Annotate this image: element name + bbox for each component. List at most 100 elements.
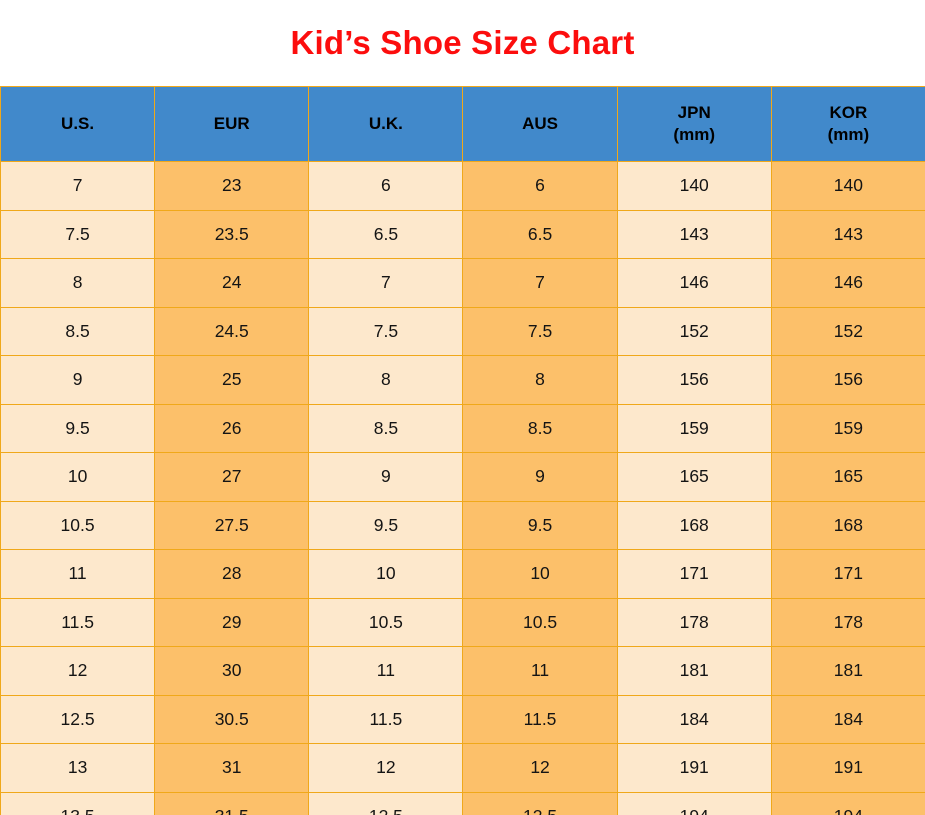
table-row: 9 25 8 8 156 156 — [0, 355, 925, 405]
table-row: 10.5 27.5 9.5 9.5 168 168 — [0, 500, 925, 550]
table-cell: 10.5 — [462, 597, 618, 647]
table-cell: 143 — [616, 209, 772, 259]
table-row: 11 28 10 10 171 171 — [0, 549, 925, 599]
table-cell: 8 — [462, 355, 618, 405]
table-row: 11.5 29 10.5 10.5 178 178 — [0, 597, 925, 647]
table-cell: 181 — [770, 646, 925, 696]
table-cell: 194 — [616, 791, 772, 815]
column-header-label: AUS — [522, 113, 558, 133]
table-cell: 24.5 — [154, 306, 310, 356]
table-cell: 194 — [770, 791, 925, 815]
table-cell: 11.5 — [0, 597, 156, 647]
table-cell: 7.5 — [0, 209, 156, 259]
column-header-label: EUR — [213, 113, 250, 133]
table-cell: 25 — [154, 355, 310, 405]
table-row: 7.5 23.5 6.5 6.5 143 143 — [0, 209, 925, 259]
table-cell: 171 — [770, 549, 925, 599]
table-cell: 10 — [308, 549, 464, 599]
table-cell: 6.5 — [308, 209, 464, 259]
table-cell: 6 — [308, 161, 464, 211]
table-cell: 8 — [0, 258, 156, 308]
table-row: 13 31 12 12 191 191 — [0, 743, 925, 793]
table-cell: 12.5 — [308, 791, 464, 815]
table-cell: 8.5 — [462, 403, 618, 453]
table-cell: 11 — [462, 646, 618, 696]
column-header-kor: KOR (mm) — [770, 86, 925, 162]
table-cell: 156 — [616, 355, 772, 405]
column-header-eur: EUR — [154, 86, 310, 162]
table-cell: 12 — [308, 743, 464, 793]
table-cell: 13.5 — [0, 791, 156, 815]
table-cell: 31.5 — [154, 791, 310, 815]
table-cell: 27 — [154, 452, 310, 502]
table-header: U.S. EUR U.K. AUS JPN (mm) KOR (mm) — [0, 86, 925, 162]
table-cell: 165 — [770, 452, 925, 502]
table-cell: 152 — [770, 306, 925, 356]
table-cell: 7.5 — [308, 306, 464, 356]
table-cell: 184 — [616, 694, 772, 744]
table-cell: 23 — [154, 161, 310, 211]
table-cell: 9 — [462, 452, 618, 502]
table-cell: 11 — [308, 646, 464, 696]
column-header-label: KOR — [829, 102, 868, 122]
column-header-label: U.S. — [61, 113, 95, 133]
table-cell: 178 — [770, 597, 925, 647]
table-cell: 30 — [154, 646, 310, 696]
table-cell: 11.5 — [308, 694, 464, 744]
table-cell: 168 — [770, 500, 925, 550]
table-cell: 143 — [770, 209, 925, 259]
table-cell: 11.5 — [462, 694, 618, 744]
table-cell: 9.5 — [462, 500, 618, 550]
shoe-size-table: U.S. EUR U.K. AUS JPN (mm) KOR (mm) 7 23 6 6 140 140… — [0, 86, 925, 815]
header-row: U.S. EUR U.K. AUS JPN (mm) KOR (mm) — [0, 86, 925, 162]
table-row: 10 27 9 9 165 165 — [0, 452, 925, 502]
table-cell: 27.5 — [154, 500, 310, 550]
table-cell: 8 — [308, 355, 464, 405]
column-header-label: U.K. — [368, 113, 403, 133]
table-cell: 24 — [154, 258, 310, 308]
table-cell: 7 — [308, 258, 464, 308]
table-cell: 12 — [462, 743, 618, 793]
table-row: 8.5 24.5 7.5 7.5 152 152 — [0, 306, 925, 356]
table-cell: 9.5 — [0, 403, 156, 453]
table-cell: 9.5 — [308, 500, 464, 550]
table-cell: 156 — [770, 355, 925, 405]
table-cell: 7.5 — [462, 306, 618, 356]
table-cell: 184 — [770, 694, 925, 744]
column-header-unit: (mm) — [673, 125, 715, 144]
table-cell: 10 — [0, 452, 156, 502]
table-cell: 159 — [616, 403, 772, 453]
table-cell: 12.5 — [0, 694, 156, 744]
table-cell: 191 — [770, 743, 925, 793]
table-cell: 178 — [616, 597, 772, 647]
column-header-u-k: U.K. — [308, 86, 464, 162]
table-row: 8 24 7 7 146 146 — [0, 258, 925, 308]
table-cell: 26 — [154, 403, 310, 453]
table-cell: 9 — [308, 452, 464, 502]
column-header-jpn: JPN (mm) — [616, 86, 772, 162]
table-row: 7 23 6 6 140 140 — [0, 161, 925, 211]
column-header-u-s: U.S. — [0, 86, 156, 162]
table-cell: 31 — [154, 743, 310, 793]
table-cell: 13 — [0, 743, 156, 793]
table-cell: 152 — [616, 306, 772, 356]
table-body: 7 23 6 6 140 140 7.5 23.5 6.5 6.5 143 143 8 24 7 7 146 14… — [0, 161, 925, 815]
table-cell: 165 — [616, 452, 772, 502]
table-row: 13.531.512.512.5194194 — [0, 791, 925, 815]
table-cell: 8.5 — [308, 403, 464, 453]
table-row: 9.5 26 8.5 8.5 159 159 — [0, 403, 925, 453]
table-row: 12 30 11 11 181 181 — [0, 646, 925, 696]
table-cell: 168 — [616, 500, 772, 550]
table-cell: 6.5 — [462, 209, 618, 259]
table-cell: 171 — [616, 549, 772, 599]
table-cell: 30.5 — [154, 694, 310, 744]
table-cell: 9 — [0, 355, 156, 405]
table-cell: 29 — [154, 597, 310, 647]
table-cell: 181 — [616, 646, 772, 696]
table-cell: 23.5 — [154, 209, 310, 259]
table-cell: 191 — [616, 743, 772, 793]
table-cell: 28 — [154, 549, 310, 599]
table-cell: 10.5 — [0, 500, 156, 550]
table-cell: 11 — [0, 549, 156, 599]
